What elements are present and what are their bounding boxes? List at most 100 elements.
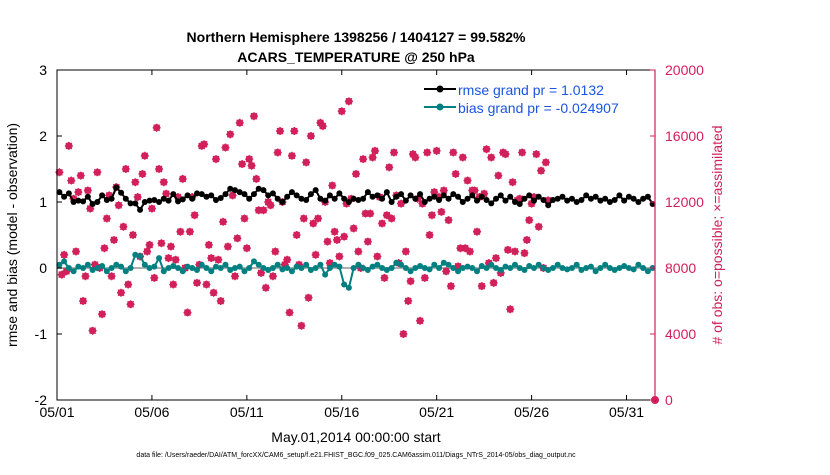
bias-point <box>160 268 167 275</box>
obs-marker <box>330 227 339 236</box>
obs-marker-star <box>337 107 346 116</box>
rmse-point <box>592 193 599 200</box>
rmse-point <box>573 199 580 205</box>
obs-marker-star <box>69 194 78 203</box>
bias-point <box>568 265 575 271</box>
obs-marker <box>257 268 266 277</box>
rmse-point <box>184 192 191 199</box>
rmse-point <box>364 189 371 196</box>
bias-point <box>241 268 248 275</box>
obs-marker-star <box>532 150 541 159</box>
rmse-point <box>198 191 205 198</box>
obs-marker <box>88 326 97 335</box>
bias-point <box>56 261 63 268</box>
obs-marker <box>404 297 413 305</box>
obs-marker <box>378 219 387 228</box>
bias-point <box>526 263 533 270</box>
obs-marker-star <box>254 206 263 215</box>
obs-marker <box>449 148 458 157</box>
obs-marker-star <box>389 148 398 157</box>
obs-marker-star <box>131 178 140 187</box>
rmse-point <box>488 200 495 207</box>
obs-marker-star <box>451 169 460 178</box>
obs-marker-star <box>537 166 546 175</box>
rmse-point <box>445 195 452 202</box>
rmse-point <box>75 197 82 204</box>
obs-marker-star <box>373 252 382 261</box>
obs-marker-star <box>264 198 273 206</box>
bias-point <box>436 265 443 271</box>
rmse-point <box>255 185 262 192</box>
obs-marker <box>185 227 194 236</box>
legend: rmse grand pr = 1.0132 bias grand pr = -… <box>424 82 619 116</box>
bias-point <box>616 265 623 271</box>
bias-point <box>426 266 433 273</box>
obs-marker-star <box>442 267 451 276</box>
bias-point <box>317 261 324 268</box>
obs-marker <box>359 155 368 164</box>
obs-marker-star <box>83 186 92 195</box>
y-left-tick-label: 2 <box>39 128 47 144</box>
obs-marker-star <box>100 244 109 253</box>
bias-point <box>341 281 348 288</box>
obs-marker-star <box>124 280 133 289</box>
rmse-point <box>160 195 167 202</box>
bias-point <box>464 263 471 270</box>
rmse-point <box>293 192 300 199</box>
rmse-point <box>170 191 177 198</box>
obs-marker-star <box>121 165 130 173</box>
bias-point <box>217 265 224 271</box>
obs-marker <box>107 272 116 281</box>
rmse-point <box>464 195 471 202</box>
obs-marker-star <box>446 282 455 291</box>
obs-marker <box>518 148 527 157</box>
obs-marker-star <box>55 168 64 177</box>
obs-marker-star <box>157 239 166 248</box>
rmse-point <box>511 199 518 205</box>
bias-point <box>412 265 419 271</box>
rmse-point <box>231 187 238 194</box>
obs-marker-star <box>190 211 199 220</box>
rmse-point <box>564 197 571 204</box>
obs-marker-star <box>283 255 292 264</box>
bias-point <box>483 265 490 271</box>
obs-marker-star <box>439 186 448 195</box>
obs-marker <box>458 153 467 162</box>
rmse-point <box>326 192 333 199</box>
rmse-point <box>402 197 409 204</box>
obs-marker-star <box>107 272 116 281</box>
obs-marker <box>340 232 349 241</box>
rmse-point <box>554 195 561 202</box>
obs-marker-star <box>79 297 88 305</box>
rmse-point <box>360 195 367 202</box>
obs-marker <box>60 250 69 259</box>
rmse-point <box>307 191 314 198</box>
obs-marker-star <box>162 189 171 198</box>
obs-marker <box>473 227 482 236</box>
rmse-point <box>165 197 172 204</box>
obs-marker-star <box>185 227 194 236</box>
obs-marker <box>155 165 164 173</box>
obs-marker <box>223 242 232 251</box>
obs-marker-star <box>456 244 465 253</box>
obs-marker <box>537 166 546 175</box>
obs-marker-star <box>437 207 446 216</box>
bias-point <box>606 265 613 271</box>
rmse-point <box>578 197 585 204</box>
rmse-point <box>545 202 552 209</box>
rmse-point <box>540 197 547 204</box>
obs-marker-star <box>90 260 99 269</box>
rmse-point <box>137 206 144 213</box>
obs-markers <box>55 97 659 404</box>
bias-point <box>545 266 552 273</box>
obs-marker-star <box>249 112 258 121</box>
obs-marker <box>397 199 406 208</box>
obs-marker-star <box>285 308 294 317</box>
rmse-point <box>597 197 604 204</box>
bias-point <box>127 265 134 271</box>
x-tick-label: 05/06 <box>134 404 169 420</box>
obs-marker <box>406 277 415 286</box>
bias-point <box>459 265 466 271</box>
obs-marker-star <box>454 262 463 271</box>
obs-marker <box>389 148 398 157</box>
